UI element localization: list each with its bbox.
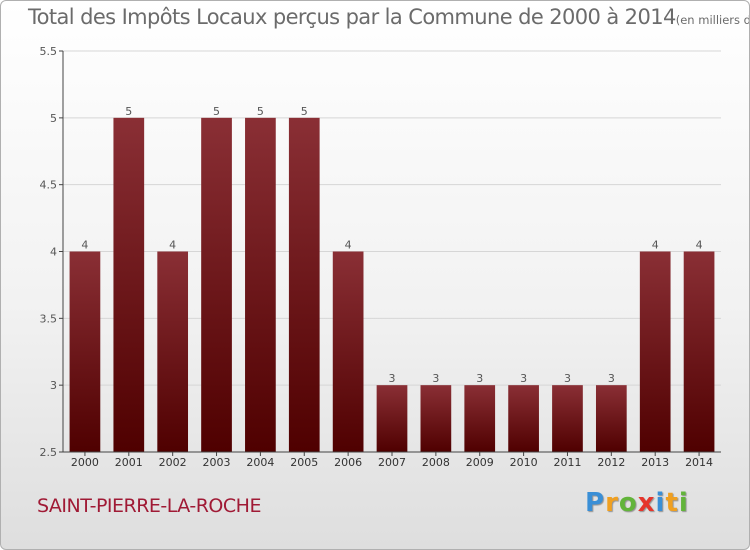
x-tick-label: 2007: [378, 456, 406, 469]
bar: [683, 251, 715, 452]
data-label: 3: [608, 372, 615, 385]
y-tick-label: 4: [50, 246, 57, 259]
logo-letter: i: [678, 488, 689, 518]
commune-name: SAINT-PIERRE-LA-ROCHE: [37, 495, 261, 517]
y-tick-label: 3.5: [40, 312, 58, 325]
bar: [113, 117, 145, 452]
x-tick-label: 2012: [597, 456, 625, 469]
x-tick-label: 2010: [510, 456, 538, 469]
data-label: 3: [564, 372, 571, 385]
logo-letter: r: [605, 488, 619, 518]
chart-title-text: Total des Impôts Locaux perçus par la Co…: [28, 5, 676, 29]
logo-letter: t: [665, 488, 679, 518]
bar: [201, 117, 232, 452]
bar: [69, 251, 101, 452]
logo-letter: x: [637, 488, 656, 518]
bar: [508, 385, 539, 452]
bar: [245, 117, 276, 452]
logo-letter: o: [618, 488, 638, 518]
data-label: 4: [169, 239, 176, 252]
y-tick-label: 4.5: [40, 179, 58, 192]
bar: [464, 385, 496, 452]
x-tick-label: 2013: [641, 456, 669, 469]
x-tick-label: 2011: [553, 456, 581, 469]
data-label: 5: [125, 105, 132, 118]
x-tick-label: 2006: [334, 456, 362, 469]
data-label: 5: [257, 105, 264, 118]
x-tick-label: 2008: [422, 456, 450, 469]
bar: [420, 385, 452, 452]
x-tick-label: 2000: [71, 456, 99, 469]
chart-title: Total des Impôts Locaux perçus par la Co…: [28, 5, 749, 29]
y-tick-label: 5: [50, 112, 57, 125]
x-tick-label: 2001: [115, 456, 143, 469]
data-label: 4: [345, 239, 352, 252]
data-label: 5: [213, 105, 220, 118]
data-label: 5: [301, 105, 308, 118]
data-label: 3: [520, 372, 527, 385]
x-tick-label: 2002: [159, 456, 187, 469]
bar: [376, 385, 408, 452]
chart-title-unit: (en milliers d'€): [675, 13, 749, 27]
x-tick-label: 2003: [203, 456, 231, 469]
logo-letter: P: [585, 488, 606, 518]
data-label: 3: [476, 372, 483, 385]
proxiti-logo[interactable]: Proxiti: [585, 488, 689, 518]
bar: [288, 117, 320, 452]
bar: [332, 251, 364, 452]
y-tick-label: 5.5: [40, 45, 58, 58]
x-tick-label: 2009: [466, 456, 494, 469]
bar: [639, 251, 671, 452]
y-tick-label: 3: [50, 379, 57, 392]
data-label: 3: [389, 372, 396, 385]
bar: [157, 251, 189, 452]
bar: [552, 385, 583, 452]
data-label: 4: [81, 239, 88, 252]
data-label: 4: [696, 239, 703, 252]
data-label: 4: [652, 239, 659, 252]
x-tick-label: 2014: [685, 456, 713, 469]
x-tick-label: 2005: [290, 456, 318, 469]
y-tick-label: 2.5: [40, 446, 58, 459]
data-label: 3: [432, 372, 439, 385]
x-tick-label: 2004: [246, 456, 274, 469]
logo-letter: i: [655, 488, 666, 518]
bar: [595, 385, 627, 452]
